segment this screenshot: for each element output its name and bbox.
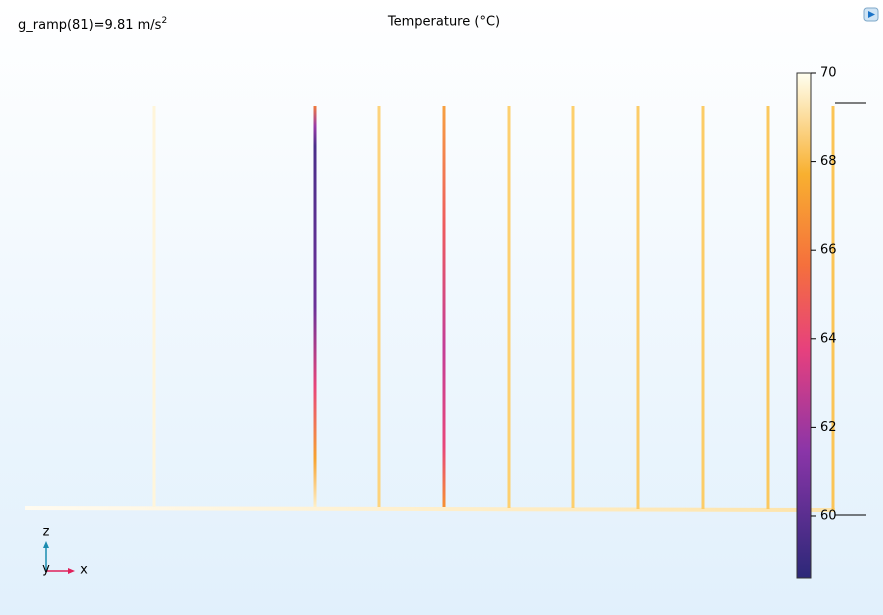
riser — [313, 106, 317, 507]
riser — [442, 106, 446, 507]
annotation-superscript: 2 — [161, 16, 167, 26]
z-label: z — [43, 525, 50, 540]
colorbar-tick-label: 62 — [820, 420, 837, 435]
annotation: g_ramp(81)=9.81 m/s2 — [18, 16, 167, 33]
colorbar-tick-label: 68 — [820, 154, 837, 169]
colorbar-tick-label: 60 — [820, 508, 837, 523]
annotation-text: g_ramp(81)=9.81 m/s — [18, 18, 162, 33]
y-label: y — [42, 562, 50, 577]
colorbar — [796, 72, 812, 579]
logo-icon-mark — [868, 11, 875, 18]
colorbar-tick-label: 64 — [820, 331, 837, 346]
pipe-network — [24, 102, 836, 512]
x-axis-head — [68, 568, 75, 574]
x-label: x — [80, 563, 88, 578]
axes-triad: z y x — [42, 525, 88, 578]
bottom-header — [24, 506, 836, 512]
z-axis-head — [43, 541, 49, 548]
colorbar-tick-label: 66 — [820, 243, 837, 258]
plot-title: Temperature (°C) — [387, 15, 500, 30]
colorbar-tick-label: 70 — [820, 66, 837, 81]
